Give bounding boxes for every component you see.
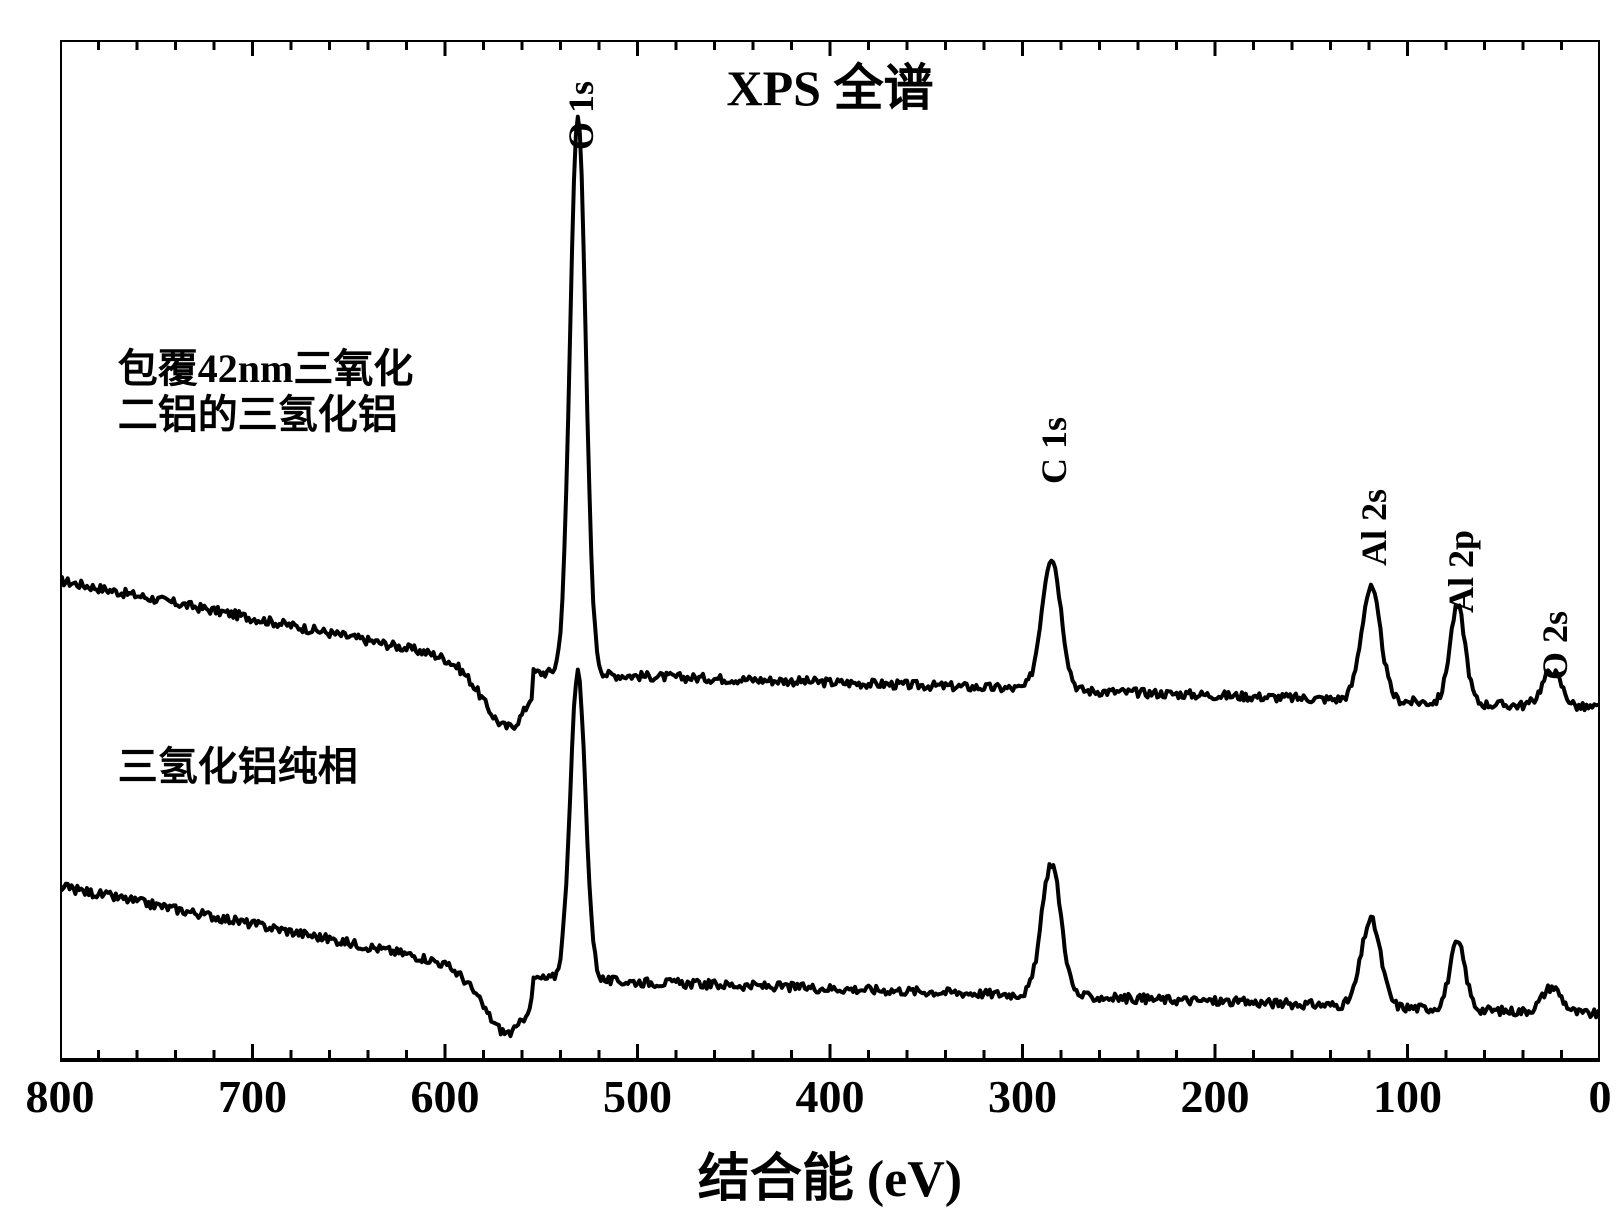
x-tick-label: 400 — [796, 1070, 865, 1123]
x-axis-label: 结合能 (eV) — [698, 1136, 962, 1211]
peak-label: Al 2p — [1440, 530, 1482, 613]
x-tick-label: 0 — [1589, 1070, 1612, 1123]
x-tick-label: 700 — [218, 1070, 287, 1123]
peak-label: C 1s — [1033, 417, 1075, 484]
series-label: 包覆42nm三氧化 二铝的三氢化铝 — [118, 346, 414, 438]
x-tick-label: 100 — [1373, 1070, 1442, 1123]
chart-title: XPS 全谱 — [727, 48, 934, 120]
peak-label: O 2s — [1534, 611, 1576, 680]
x-tick-label: 300 — [988, 1070, 1057, 1123]
x-tick-label: 500 — [603, 1070, 672, 1123]
peak-label: Al 2s — [1353, 489, 1395, 566]
plot-svg — [60, 40, 1600, 1140]
x-tick-label: 600 — [411, 1070, 480, 1123]
xps-figure: XPS 全谱 800 700 600 500 400 300 200 100 0 O 1s C 1s A… — [0, 0, 1624, 1229]
x-tick-label: 800 — [26, 1070, 95, 1123]
series-label: 三氢化铝纯相 — [118, 744, 358, 790]
x-tick-label: 200 — [1181, 1070, 1250, 1123]
peak-label: O 1s — [560, 81, 602, 150]
